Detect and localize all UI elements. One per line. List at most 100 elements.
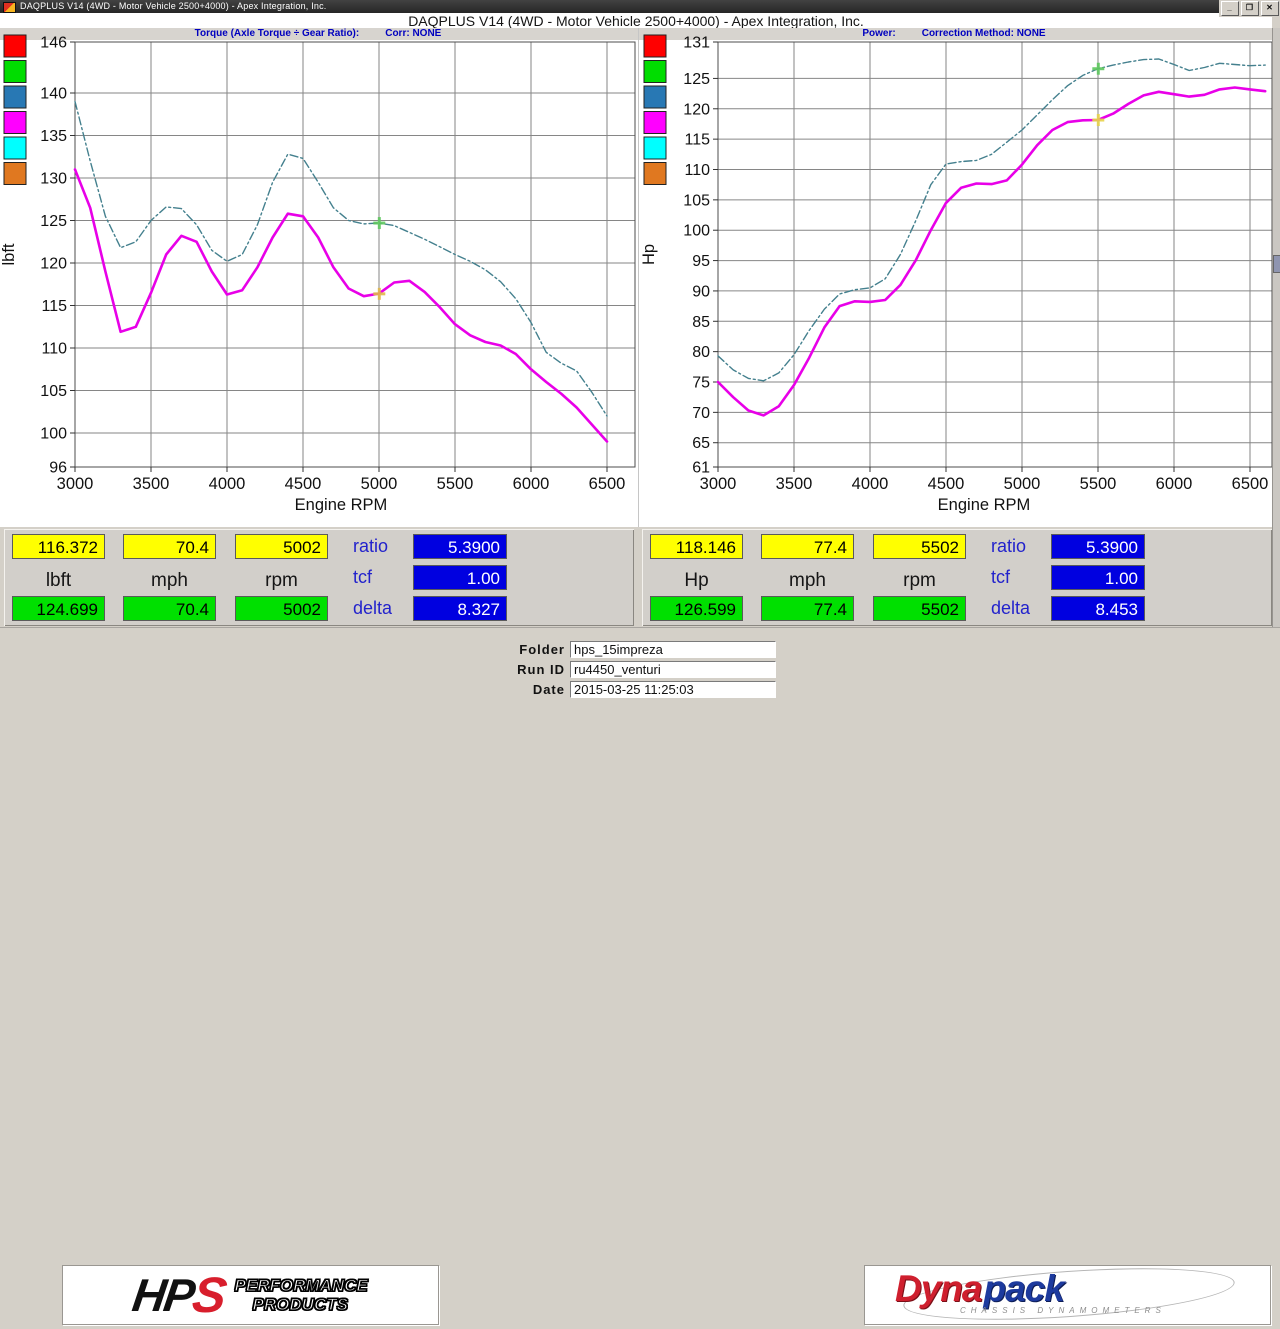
svg-text:100: 100 — [40, 426, 67, 443]
legend-swatch-1[interactable] — [643, 60, 667, 83]
power-value-panel: 118.146 77.4 5502 Hp mph rpm 126.599 77.… — [642, 529, 1272, 626]
svg-text:3000: 3000 — [700, 475, 737, 493]
plot-frame — [74, 41, 636, 468]
report-title: DAQPLUS V14 (4WD - Motor Vehicle 2500+40… — [408, 13, 864, 29]
series-comparison-run-teal-dashdot — [74, 100, 608, 417]
torque-header-label: Torque (Axle Torque ÷ Gear Ratio): — [194, 28, 360, 39]
window-controls: _ ❐ ✕ — [1219, 0, 1280, 17]
minimize-button[interactable]: _ — [1220, 1, 1239, 16]
date-input[interactable] — [570, 681, 776, 698]
legend-swatch-2[interactable] — [3, 85, 27, 109]
svg-text:90: 90 — [692, 283, 710, 300]
restore-button[interactable]: ❐ — [1240, 1, 1259, 16]
svg-text:5000: 5000 — [361, 475, 398, 493]
heading-row: DAQPLUS V14 (4WD - Motor Vehicle 2500+40… — [0, 13, 1272, 29]
svg-text:140: 140 — [40, 86, 67, 103]
cursor-marker-current — [373, 287, 386, 300]
legend-swatch-5[interactable] — [3, 162, 27, 185]
footer: HP S PERFORMANCE PRODUCTS Folder Run ID … — [0, 627, 1280, 1329]
legend-swatch-4[interactable] — [3, 136, 27, 160]
svg-text:115: 115 — [41, 298, 67, 315]
y-axis-labels: 146 140 135 130 125 120 115 110 105 100 96 — [40, 35, 75, 477]
rpm-unit-label: rpm — [265, 570, 298, 591]
cursor-marker-current — [1092, 114, 1105, 127]
hps-logo-s: S — [189, 1267, 231, 1323]
svg-text:3500: 3500 — [776, 475, 813, 493]
grid — [718, 42, 1272, 467]
run-id-label: Run ID — [517, 662, 565, 677]
power-current-value: 118.146 — [650, 534, 743, 559]
svg-text:130: 130 — [40, 171, 67, 188]
scrollbar-thumb[interactable] — [1273, 255, 1280, 273]
grid — [75, 42, 635, 467]
power-header-label: Power: — [862, 28, 896, 39]
tcf-value: 1.00 — [413, 565, 507, 590]
legend-swatch-0[interactable] — [3, 34, 27, 58]
power-header-correction: Correction Method: NONE — [921, 28, 1046, 39]
cursor-marker-comparison — [1092, 62, 1105, 75]
svg-text:80: 80 — [692, 344, 710, 361]
rpm-unit-label: rpm — [903, 570, 936, 591]
x-axis-labels: 3000 3500 4000 4500 5000 5500 6000 6500 — [700, 467, 1268, 493]
vertical-scrollbar[interactable] — [1272, 28, 1280, 627]
legend-swatch-3[interactable] — [3, 111, 27, 134]
power-unit-label: Hp — [684, 570, 709, 591]
power-chart[interactable]: 131 125 120 115 110 105 100 95 90 85 80 75 70 65 61300… — [640, 28, 1280, 527]
titlebar: DAQPLUS V14 (4WD - Motor Vehicle 2500+40… — [0, 0, 1280, 13]
legend-swatch-4[interactable] — [643, 136, 667, 160]
cursor-marker-comparison — [373, 217, 386, 230]
hps-logo-line2: PRODUCTS — [252, 1294, 349, 1314]
run-id-input[interactable] — [570, 661, 776, 678]
svg-text:6000: 6000 — [1156, 475, 1193, 493]
ratio-value: 5.3900 — [413, 534, 507, 559]
svg-text:3500: 3500 — [133, 475, 170, 493]
power-chart-header: Power: Correction Method: NONE — [636, 28, 1272, 40]
svg-text:110: 110 — [684, 162, 710, 179]
close-button[interactable]: ✕ — [1260, 1, 1279, 16]
ratio-value: 5.3900 — [1051, 534, 1145, 559]
legend-swatch-3[interactable] — [643, 111, 667, 134]
tcf-label: tcf — [991, 567, 1011, 587]
svg-text:95: 95 — [692, 253, 710, 270]
svg-text:6000: 6000 — [513, 475, 550, 493]
svg-text:65: 65 — [692, 435, 710, 452]
torque-current-value: 116.372 — [12, 534, 105, 559]
legend-swatch-5[interactable] — [643, 162, 667, 185]
plot-frame — [717, 41, 1273, 468]
folder-input[interactable] — [570, 641, 776, 658]
torque-unit-label: lbft — [45, 570, 72, 591]
rpm-comparison-value: 5002 — [235, 596, 328, 621]
dynapack-subtitle: CHASSIS DYNAMOMETERS — [960, 1306, 1166, 1315]
svg-text:115: 115 — [684, 132, 710, 149]
speed-current-value: 77.4 — [761, 534, 854, 559]
hps-logo: HP S PERFORMANCE PRODUCTS — [62, 1265, 439, 1325]
svg-text:110: 110 — [41, 341, 67, 358]
dynapack-word-dyna: Dyna — [895, 1268, 982, 1309]
svg-text:5500: 5500 — [437, 475, 474, 493]
speed-comparison-value: 70.4 — [123, 596, 216, 621]
run-color-legend — [643, 34, 667, 185]
chart-zone — [0, 28, 1272, 527]
torque-value-panel: 116.372 70.4 5002 lbft mph rpm 124.699 7… — [4, 529, 634, 626]
hps-logo-line1: PERFORMANCE — [234, 1275, 368, 1295]
app-icon — [3, 2, 16, 13]
titlebar-text: DAQPLUS V14 (4WD - Motor Vehicle 2500+40… — [20, 1, 327, 11]
series-current-run-magenta-solid — [73, 168, 609, 443]
legend-swatch-1[interactable] — [3, 60, 27, 83]
torque-comparison-value: 124.699 — [12, 596, 105, 621]
legend-swatch-2[interactable] — [643, 85, 667, 109]
tcf-value: 1.00 — [1051, 565, 1145, 590]
legend-swatch-0[interactable] — [643, 34, 667, 58]
svg-text:4000: 4000 — [852, 475, 889, 493]
y-axis-title: lbft — [0, 243, 18, 265]
svg-text:120: 120 — [40, 256, 67, 273]
svg-text:135: 135 — [40, 128, 67, 145]
svg-text:125: 125 — [683, 71, 710, 88]
torque-chart-header: Torque (Axle Torque ÷ Gear Ratio): Corr:… — [0, 28, 636, 40]
folder-label: Folder — [519, 642, 565, 657]
hps-logo-hp: HP — [129, 1269, 197, 1321]
tcf-label: tcf — [353, 567, 373, 587]
svg-text:105: 105 — [40, 383, 67, 400]
svg-text:4000: 4000 — [209, 475, 246, 493]
